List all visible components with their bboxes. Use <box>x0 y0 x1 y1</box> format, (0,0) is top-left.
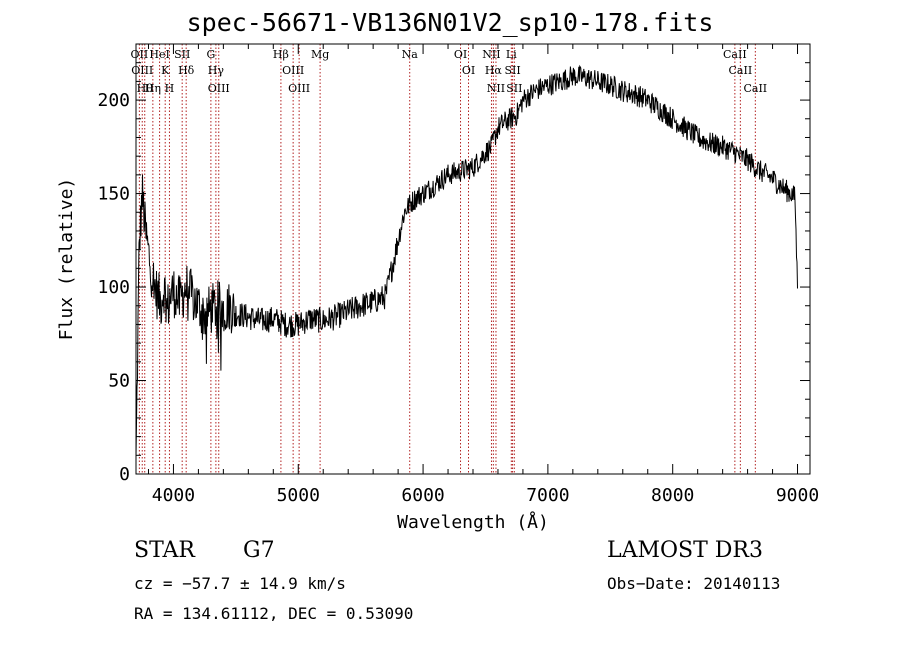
coordinates: RA = 134.61112, DEC = 0.53090 <box>134 604 414 623</box>
line-marker-label: SII <box>174 48 190 61</box>
chart-title: spec-56671-VB136N01V2_sp10-178.fits <box>186 8 714 37</box>
line-marker-label: G <box>206 48 215 61</box>
object-class: STAR <box>134 538 195 563</box>
x-tick-label: 6000 <box>401 485 444 506</box>
line-marker-label: OIII <box>208 82 230 95</box>
x-axis-label: Wavelength (Å) <box>397 511 549 533</box>
line-marker-label: Na <box>402 48 419 61</box>
x-tick-label: 4000 <box>152 485 195 506</box>
line-marker-label: OI <box>454 48 467 61</box>
x-tick-label: 7000 <box>526 485 569 506</box>
redshift-cz: cz = −57.7 ± 14.9 km/s <box>134 574 346 593</box>
observation-date: Obs−Date: 20140113 <box>607 574 781 593</box>
line-marker-label: SII <box>506 82 522 95</box>
x-tick-label: 9000 <box>776 485 819 506</box>
x-tick-label: 8000 <box>651 485 694 506</box>
line-marker-label: Hη <box>145 82 161 95</box>
line-marker-label: Li <box>506 48 517 61</box>
y-tick-label: 50 <box>108 371 130 392</box>
line-marker-label: Hθ <box>137 82 154 95</box>
line-marker-label: CaII <box>743 82 767 95</box>
line-marker-label: HeI <box>149 48 169 61</box>
line-marker-label: OII <box>131 48 149 61</box>
line-marker-label: Hγ <box>208 64 225 77</box>
line-marker-label: K <box>161 64 170 77</box>
line-marker-label: Hβ <box>273 48 289 61</box>
plot-frame <box>135 43 811 475</box>
survey-name: LAMOST DR3 <box>607 538 763 563</box>
line-marker-label: CaII <box>729 64 753 77</box>
spectrum-line <box>135 64 798 457</box>
line-marker-label: OIII <box>288 82 310 95</box>
line-marker-label: Hδ <box>178 64 195 77</box>
line-marker-label: SII <box>504 64 520 77</box>
y-tick-label: 100 <box>97 277 130 298</box>
y-axis-label: Flux (relative) <box>56 178 77 341</box>
y-tick-label: 200 <box>97 90 130 111</box>
object-subclass: G7 <box>243 538 275 563</box>
line-marker-label: OIII <box>282 64 304 77</box>
line-marker-label: Mg <box>311 48 329 61</box>
line-marker-label: NII <box>482 48 500 61</box>
y-tick-label: 150 <box>97 184 130 205</box>
line-marker-label: H <box>165 82 175 95</box>
line-marker-label: NII <box>487 82 505 95</box>
line-marker-label: OI <box>462 64 475 77</box>
x-tick-label: 5000 <box>277 485 320 506</box>
line-marker-label: OIII <box>131 64 153 77</box>
line-marker-label: Hα <box>485 64 503 77</box>
line-marker-label: CaII <box>723 48 747 61</box>
y-tick-label: 0 <box>119 464 130 485</box>
